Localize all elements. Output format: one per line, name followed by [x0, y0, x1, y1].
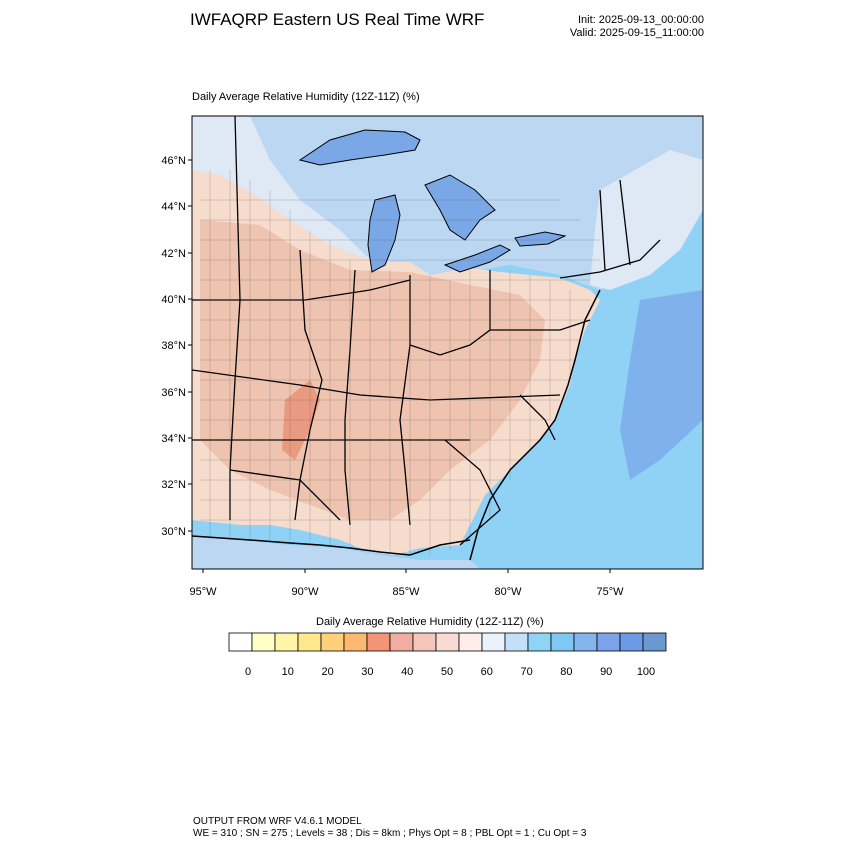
- colorbar-tick-label: 80: [560, 666, 572, 678]
- colorbar-swatch: [504, 632, 529, 652]
- valid-time: Valid: 2025-09-15_11:00:00: [569, 27, 704, 39]
- colorbar-swatch: [481, 632, 506, 652]
- colorbar-swatch: [366, 632, 391, 652]
- lat-label: 40°N: [161, 294, 186, 306]
- coastline: [192, 289, 601, 561]
- lon-labels: 95°W 90°W 85°W 80°W 75°W: [189, 586, 624, 598]
- lat-label: 30°N: [161, 526, 186, 538]
- colorbar-tick-label: 90: [600, 666, 612, 678]
- colorbar-swatch: [619, 632, 644, 652]
- colorbar-tick-label: 30: [361, 666, 373, 678]
- lake-michigan: [367, 194, 401, 273]
- colorbar-swatch: [228, 632, 253, 652]
- map-frame: [191, 115, 704, 570]
- colorbar-swatch: [320, 632, 345, 652]
- colorbar-swatch: [343, 632, 368, 652]
- colorbar-swatch: [274, 632, 299, 652]
- colorbar-title: Daily Average Relative Humidity (12Z-11Z…: [316, 616, 544, 628]
- lon-label: 75°W: [596, 586, 624, 598]
- main-title: IWFAQRP Eastern US Real Time WRF: [190, 10, 485, 29]
- lat-label: 34°N: [161, 433, 186, 445]
- county-texture: [200, 170, 600, 555]
- footer-model-line: OUTPUT FROM WRF V4.6.1 MODEL: [193, 816, 362, 827]
- colorbar-swatch: [573, 632, 598, 652]
- init-time: Init: 2025-09-13_00:00:00: [578, 14, 704, 26]
- lake-erie: [443, 244, 512, 273]
- gulf-coast-moist: [192, 535, 480, 569]
- map-title: Daily Average Relative Humidity (12Z-11Z…: [192, 91, 420, 103]
- colorbar-tick-label: 100: [637, 666, 655, 678]
- lon-label: 80°W: [494, 586, 522, 598]
- lon-ticks: [202, 569, 611, 573]
- lat-label: 32°N: [161, 479, 186, 491]
- colorbar-swatch: [412, 632, 437, 652]
- atlantic-moist-area: [620, 290, 703, 480]
- lat-label: 44°N: [161, 201, 186, 213]
- colorbar-swatch: [642, 632, 667, 652]
- colorbar: [228, 632, 667, 652]
- new-england-land: [590, 150, 703, 290]
- colorbar-swatch: [389, 632, 414, 652]
- colorbar-swatch: [458, 632, 483, 652]
- map-field: [192, 116, 703, 569]
- lat-label: 38°N: [161, 340, 186, 352]
- colorbar-tick-label: 70: [520, 666, 532, 678]
- colorbar-swatch: [596, 632, 621, 652]
- footer: OUTPUT FROM WRF V4.6.1 MODEL WE = 310 ; …: [193, 816, 586, 840]
- colorbar-tick-label: 50: [441, 666, 453, 678]
- lat-labels: 46°N 44°N 42°N 40°N 38°N 36°N 34°N 32°N …: [161, 155, 186, 538]
- footer-settings-line: WE = 310 ; SN = 275 ; Levels = 38 ; Dis …: [193, 828, 587, 839]
- colorbar-swatch: [297, 632, 322, 652]
- lat-ticks: [188, 159, 192, 532]
- lat-label: 42°N: [161, 248, 186, 260]
- colorbar-tick-label: 60: [481, 666, 493, 678]
- lat-label: 46°N: [161, 155, 186, 167]
- lon-label: 90°W: [291, 586, 319, 598]
- colorbar-swatch: [435, 632, 460, 652]
- colorbar-tick-label: 20: [321, 666, 333, 678]
- colorbar-tick-label: 0: [245, 666, 251, 678]
- lon-label: 85°W: [392, 586, 420, 598]
- colorbar-swatch: [251, 632, 276, 652]
- lake-superior: [298, 129, 421, 166]
- colorbar-tick-label: 40: [401, 666, 413, 678]
- colorbar-labels: 0 10 20 30 40 50 60 70 80 90 100: [245, 666, 655, 678]
- colorbar-tick-label: 10: [282, 666, 294, 678]
- colorbar-swatch: [527, 632, 552, 652]
- init-valid-times: Init: 2025-09-13_00:00:00 Valid: 2025-09…: [560, 14, 704, 40]
- colorbar-swatch: [550, 632, 575, 652]
- lon-label: 95°W: [189, 586, 217, 598]
- lat-label: 36°N: [161, 387, 186, 399]
